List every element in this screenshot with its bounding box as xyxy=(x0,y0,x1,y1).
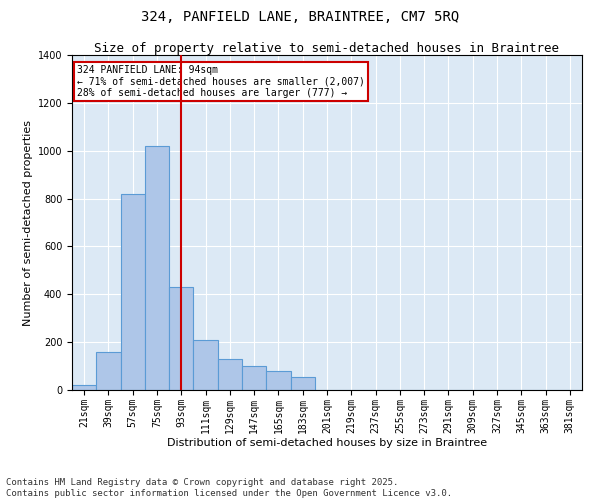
Bar xyxy=(72,385,96,390)
X-axis label: Distribution of semi-detached houses by size in Braintree: Distribution of semi-detached houses by … xyxy=(167,438,487,448)
Bar xyxy=(169,287,193,390)
Title: Size of property relative to semi-detached houses in Braintree: Size of property relative to semi-detach… xyxy=(95,42,560,55)
Bar xyxy=(242,366,266,390)
Y-axis label: Number of semi-detached properties: Number of semi-detached properties xyxy=(23,120,34,326)
Text: 324, PANFIELD LANE, BRAINTREE, CM7 5RQ: 324, PANFIELD LANE, BRAINTREE, CM7 5RQ xyxy=(141,10,459,24)
Bar xyxy=(290,377,315,390)
Bar xyxy=(96,352,121,390)
Bar xyxy=(218,359,242,390)
Bar xyxy=(266,371,290,390)
Text: Contains HM Land Registry data © Crown copyright and database right 2025.
Contai: Contains HM Land Registry data © Crown c… xyxy=(6,478,452,498)
Bar xyxy=(193,340,218,390)
Bar xyxy=(145,146,169,390)
Text: 324 PANFIELD LANE: 94sqm
← 71% of semi-detached houses are smaller (2,007)
28% o: 324 PANFIELD LANE: 94sqm ← 71% of semi-d… xyxy=(77,65,365,98)
Bar xyxy=(121,194,145,390)
